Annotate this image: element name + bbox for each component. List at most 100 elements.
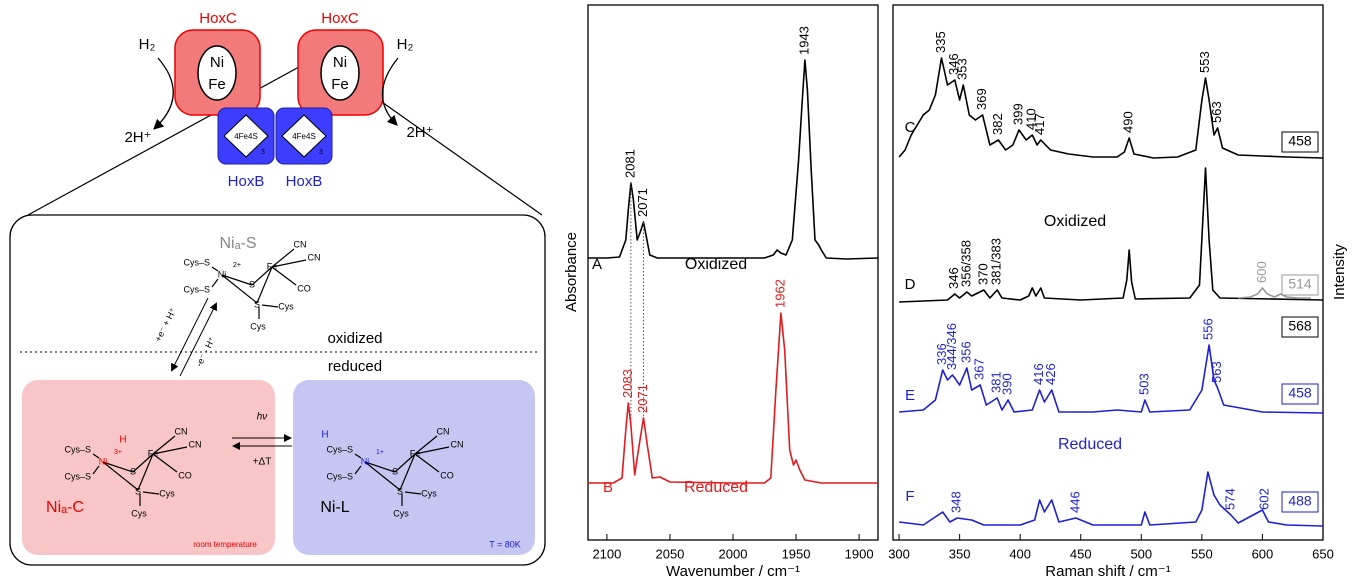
inset-frame	[9, 214, 546, 566]
peak-label: 563	[1209, 101, 1224, 123]
annotation: Reduced	[1058, 436, 1122, 453]
excitation-box	[1281, 131, 1319, 153]
bond	[404, 491, 422, 495]
cluster	[223, 114, 269, 158]
atom-label: Fe	[148, 448, 159, 458]
peak-label: 563	[1209, 361, 1224, 383]
hydride-label: H	[119, 435, 126, 446]
redox-label: +e⁻ + H⁺	[153, 306, 179, 343]
atom-label: CO	[297, 283, 311, 293]
ni: Ni	[210, 54, 224, 71]
bond	[102, 461, 134, 473]
peak-label: 369	[974, 88, 989, 110]
atom-label: S	[254, 299, 260, 309]
atom-label: Cys–S	[64, 444, 91, 454]
atom-label: CN	[451, 439, 464, 449]
peak-label: 381/383	[989, 238, 1004, 285]
x-tick-label: 600	[1252, 546, 1274, 561]
atom-label: CO	[178, 470, 192, 480]
atom-label: 1+	[376, 449, 384, 456]
bond	[211, 266, 219, 272]
atom-label: CN	[189, 439, 202, 449]
peak-label: 390	[1000, 373, 1015, 395]
bond	[394, 453, 416, 473]
peak-label: 426	[1043, 363, 1058, 385]
peak-label: 344/346	[944, 323, 959, 370]
bond	[261, 304, 279, 308]
light-label: hν	[257, 412, 268, 423]
peak-label: 2071	[635, 384, 650, 413]
peak-label: 381	[989, 371, 1004, 393]
peak-label: 336	[934, 343, 949, 365]
atom-label: CO	[440, 470, 454, 480]
bond	[399, 453, 416, 491]
atom-label: CN	[437, 426, 450, 436]
peak-label: 446	[1067, 491, 1082, 513]
bond	[364, 461, 396, 473]
atom-label: Ni	[99, 456, 108, 466]
atom-label: CN	[175, 426, 188, 436]
atom-label: Cys–S	[183, 284, 210, 294]
cluster-count: 3	[319, 149, 323, 156]
peak-label: 1962	[772, 279, 787, 308]
bond	[221, 274, 258, 304]
bond	[152, 435, 176, 455]
cluster-label: 4Fe4S	[292, 132, 316, 141]
atom-label: Cys	[131, 508, 147, 518]
series-label: C	[905, 119, 916, 136]
x-tick-label: 2050	[655, 546, 684, 561]
bond	[364, 461, 401, 491]
series-label: D	[905, 276, 916, 293]
state-label: reduced	[328, 358, 382, 375]
state-box	[22, 380, 275, 555]
active-site	[197, 45, 237, 101]
cluster	[281, 114, 327, 158]
bond	[211, 278, 219, 288]
peak-label: 602	[1256, 488, 1271, 510]
heat-label: +ΔT	[253, 457, 272, 468]
peak-label: 574	[1222, 488, 1237, 510]
x-tick-label: 350	[949, 546, 971, 561]
x-tick-label: 1950	[782, 546, 811, 561]
x-tick-label: 400	[1009, 546, 1031, 561]
proton-label: 2H⁺	[124, 129, 151, 146]
peak-label: 1943	[796, 26, 811, 55]
bond	[102, 461, 139, 491]
redox-arrow	[179, 302, 217, 377]
annotation: Reduced	[684, 479, 748, 496]
peak-label: 490	[1121, 111, 1136, 133]
atom-label: 2+	[233, 262, 241, 269]
atom-label: Cys–S	[64, 471, 91, 481]
charts: 2100 2050 2000 1950 1900 Wavenumber / cm⁻¹ Abs…	[563, 4, 1348, 580]
bond	[414, 446, 450, 455]
molecule-name: Niₐ-C	[46, 499, 84, 516]
peak-label: 553	[1197, 51, 1212, 73]
y-axis-title: Intensity	[1331, 244, 1348, 300]
bond	[92, 465, 100, 475]
peak-label: 335	[933, 31, 948, 53]
h2-label: H₂	[139, 36, 156, 53]
series-label: B	[603, 479, 613, 496]
active-site	[320, 45, 360, 101]
excitation-box	[1281, 383, 1319, 405]
atom-label: Fe	[267, 261, 278, 271]
hoxb-label: HoxB	[228, 173, 265, 190]
bond	[414, 453, 440, 473]
annotation: Oxidized	[1044, 213, 1106, 230]
redox-arrow	[171, 297, 209, 372]
atom-label: S	[130, 466, 136, 476]
series-label: E	[905, 387, 915, 404]
spectrum	[588, 59, 879, 260]
zoom-line	[27, 49, 331, 216]
ni: Ni	[333, 54, 347, 71]
bond	[142, 491, 160, 495]
bond	[271, 259, 307, 268]
x-tick-label: 450	[1070, 546, 1092, 561]
peak-label: 356/358	[958, 240, 973, 287]
peak-label: 556	[1201, 318, 1216, 340]
atom-label: Cys–S	[326, 444, 353, 454]
peak-label: 346	[946, 53, 961, 75]
peak-label: 353	[955, 58, 970, 80]
x-tick-label: 300	[888, 546, 910, 561]
bond	[221, 274, 253, 286]
